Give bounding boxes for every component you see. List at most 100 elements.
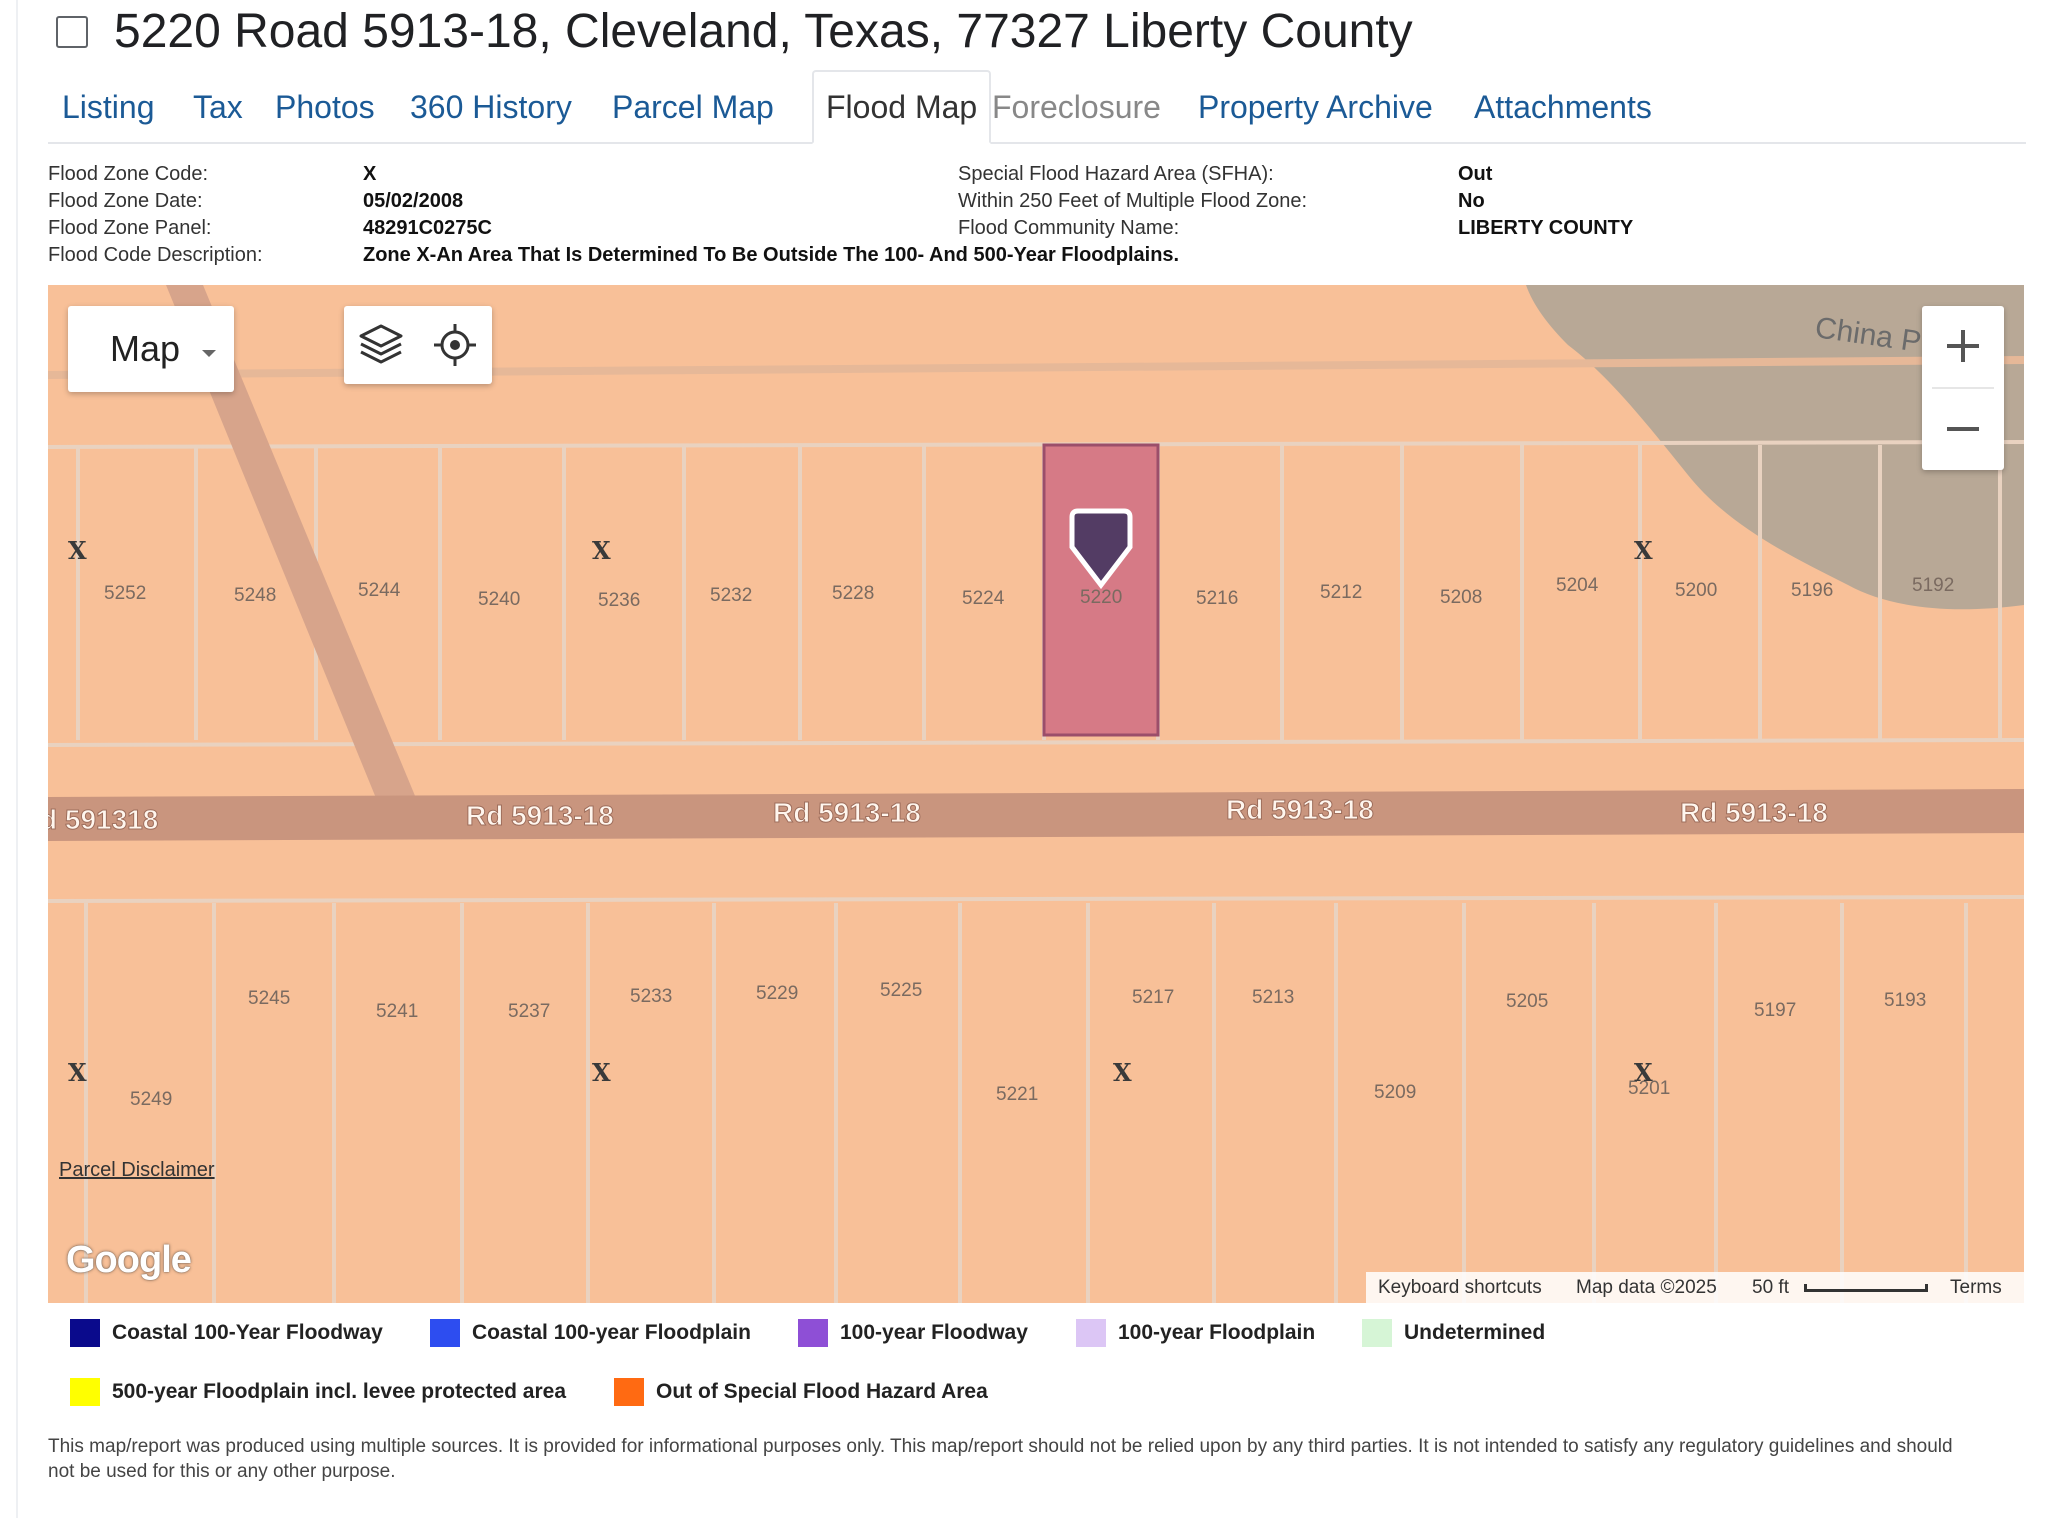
- parcel-number: 5193: [1884, 990, 1926, 1011]
- diagonal-road: [166, 285, 418, 803]
- parcel-number: 5200: [1675, 580, 1717, 601]
- code-desc-label: Flood Code Description:: [48, 244, 263, 266]
- scale-bar: [1804, 1284, 1928, 1292]
- parcel-number: 5220: [1080, 587, 1122, 608]
- tab-tax[interactable]: Tax: [193, 89, 243, 125]
- locate-icon[interactable]: [430, 320, 480, 370]
- tab-foreclosure[interactable]: Foreclosure: [992, 89, 1161, 125]
- legend-swatch: [614, 1378, 644, 1406]
- zoom-control: [1922, 306, 2004, 470]
- parcel-number: 5201: [1628, 1078, 1670, 1099]
- parcel-number: 5237: [508, 1001, 550, 1022]
- scale-label[interactable]: 50 ft: [1752, 1277, 1789, 1298]
- parcel-number: 5197: [1754, 1000, 1796, 1021]
- parcel-number: 5212: [1320, 582, 1362, 603]
- parcel-number: 5248: [234, 585, 276, 606]
- select-property-checkbox[interactable]: [56, 16, 88, 48]
- zone-markers: X X X X X X X: [68, 536, 1653, 1087]
- tab-property-archive[interactable]: Property Archive: [1198, 89, 1433, 125]
- zone-panel-label: Flood Zone Panel:: [48, 217, 212, 239]
- plus-icon: [1947, 330, 1979, 362]
- within250-value: No: [1458, 190, 1485, 212]
- flood-info-values: X 05/02/2008 48291C0275C Zone X-An Area …: [363, 161, 1179, 269]
- google-logo[interactable]: Google: [66, 1239, 192, 1281]
- parcel-number: 5192: [1912, 575, 1954, 596]
- parcel-number: 5221: [996, 1084, 1038, 1105]
- map-footnote: This map/report was produced using multi…: [48, 1436, 1953, 1482]
- parcel-number: 5236: [598, 590, 640, 611]
- zone-date-label: Flood Zone Date:: [48, 190, 203, 212]
- legend-swatch: [1076, 1319, 1106, 1347]
- within250-label: Within 250 Feet of Multiple Flood Zone:: [958, 190, 1308, 212]
- sfha-label: Special Flood Hazard Area (SFHA):: [958, 163, 1274, 185]
- parcel-number: 5229: [756, 983, 798, 1004]
- map-attribution: Keyboard shortcuts Map data ©2025 50 ft …: [1366, 1272, 2024, 1303]
- parcel-number: 5245: [248, 988, 290, 1009]
- parcel-number: 5196: [1791, 580, 1833, 601]
- property-title: 5220 Road 5913-18, Cleveland, Texas, 773…: [114, 5, 1413, 58]
- road-labels: d 591318 Rd 5913-18 Rd 5913-18 Rd 5913-1…: [48, 794, 1828, 836]
- legend-label: 100-year Floodplain: [1118, 1321, 1316, 1344]
- zone-x-marker: X: [1634, 536, 1653, 565]
- zone-panel-value: 48291C0275C: [363, 217, 492, 239]
- zone-x-marker: X: [68, 536, 87, 565]
- terms-link[interactable]: Terms: [1950, 1277, 2002, 1298]
- zone-x-marker: X: [68, 1058, 87, 1087]
- tab-photos[interactable]: Photos: [275, 89, 375, 125]
- map-data-text: Map data ©2025: [1576, 1277, 1717, 1298]
- zone-x-marker: X: [1634, 1058, 1653, 1087]
- legend-label: Coastal 100-year Floodplain: [472, 1321, 751, 1344]
- map-type-label: Map: [110, 328, 181, 369]
- parcel-number: 5216: [1196, 588, 1238, 609]
- zoom-divider: [1932, 387, 1994, 389]
- zoom-in-button[interactable]: [1922, 306, 2004, 387]
- code-desc-value: Zone X-An Area That Is Determined To Be …: [363, 244, 1180, 266]
- parcel-number: 5209: [1374, 1082, 1416, 1103]
- legend-label: 500-year Floodplain incl. levee protecte…: [112, 1380, 567, 1403]
- selected-parcel: [1042, 443, 1160, 737]
- legend-swatch: [70, 1319, 100, 1347]
- parcel-disclaimer-link[interactable]: Parcel Disclaimer: [59, 1159, 215, 1181]
- layers-icon[interactable]: [356, 320, 406, 370]
- legend-row-2: 500-year Floodplain incl. levee protecte…: [0, 1372, 2048, 1412]
- parcel-numbers-north: 5252 5248 5244 5240 5236 5232 5228 5224 …: [104, 575, 1954, 611]
- community-label: Flood Community Name:: [958, 217, 1180, 239]
- flood-info-values-2: Out No LIBERTY COUNTY: [1458, 161, 1633, 242]
- map-canvas[interactable]: China P d 591318 Rd 5913-18 Rd 5913-18 R…: [48, 285, 2024, 1303]
- parcel-number: 5205: [1506, 991, 1548, 1012]
- parcel-number: 5204: [1556, 575, 1599, 596]
- road-label: Rd 5913-18: [773, 797, 921, 828]
- zone-x-marker: X: [1113, 1058, 1132, 1087]
- tab-attachments[interactable]: Attachments: [1474, 89, 1652, 125]
- community-value: LIBERTY COUNTY: [1458, 217, 1634, 239]
- legend-row-1: Coastal 100-Year Floodway Coastal 100-ye…: [0, 1313, 2048, 1353]
- map-type-dropdown[interactable]: Map: [68, 306, 234, 392]
- page-edge-line: [16, 0, 18, 1518]
- flood-info-labels: Flood Zone Code: Flood Zone Date: Flood …: [48, 161, 263, 269]
- tab-flood-map[interactable]: Flood Map: [812, 70, 992, 144]
- parcel-number: 5233: [630, 986, 672, 1007]
- tab-360-history[interactable]: 360 History: [410, 89, 572, 125]
- parcel-numbers-south: 5249 5245 5241 5237 5233 5229 5225 5221 …: [130, 980, 1926, 1110]
- map-tools: [344, 306, 492, 384]
- flood-info-labels-2: Special Flood Hazard Area (SFHA): Within…: [958, 161, 1307, 242]
- minus-icon: [1947, 427, 1979, 431]
- parcel-number: 5249: [130, 1089, 172, 1110]
- road-label: Rd 5913-18: [1226, 794, 1374, 825]
- legend-swatch: [430, 1319, 460, 1347]
- legend-label: 100-year Floodway: [840, 1321, 1028, 1344]
- zone-x-marker: X: [592, 536, 611, 565]
- road-label: Rd 5913-18: [1680, 797, 1828, 828]
- tab-listing[interactable]: Listing: [62, 89, 155, 125]
- chevron-down-icon: [202, 350, 216, 357]
- tab-parcel-map[interactable]: Parcel Map: [612, 89, 774, 125]
- zone-code-label: Flood Zone Code:: [48, 163, 209, 185]
- keyboard-shortcuts-link[interactable]: Keyboard shortcuts: [1378, 1277, 1542, 1298]
- road-label: d 591318: [48, 804, 158, 835]
- zone-date-value: 05/02/2008: [363, 190, 464, 212]
- zoom-out-button[interactable]: [1922, 389, 2004, 470]
- legend-swatch: [798, 1319, 828, 1347]
- parcel-number: 5240: [478, 589, 520, 610]
- zone-code-value: X: [363, 163, 377, 185]
- flood-map[interactable]: China P d 591318 Rd 5913-18 Rd 5913-18 R…: [48, 285, 2024, 1303]
